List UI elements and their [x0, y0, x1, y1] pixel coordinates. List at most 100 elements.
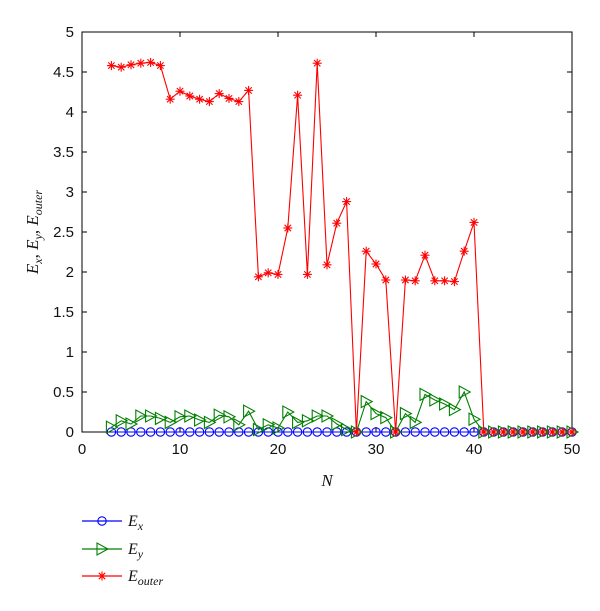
x-axis-label: N	[320, 471, 334, 490]
y-axis-label-part: E	[23, 215, 42, 227]
legend-marker-ey	[96, 542, 110, 556]
point-ey	[194, 413, 207, 427]
star-stroke	[568, 428, 576, 436]
x-tick-label: 10	[172, 441, 189, 458]
star-stroke	[137, 59, 145, 67]
legend-label-ex: Ex	[127, 513, 144, 533]
point-ey	[154, 411, 168, 426]
y-tick-label: 3	[66, 184, 74, 201]
point-eouter	[234, 97, 244, 107]
point-ey	[164, 415, 178, 430]
star-stroke	[343, 198, 351, 206]
star-stroke	[254, 273, 262, 281]
y-axis-label-part: ,	[23, 250, 42, 259]
y-axis-label-subscript: x	[31, 258, 45, 265]
point-eouter	[204, 97, 214, 107]
point-ey	[360, 394, 374, 409]
point-eouter	[224, 93, 234, 103]
point-eouter	[302, 269, 312, 279]
point-ey	[125, 417, 139, 431]
point-eouter	[283, 223, 293, 233]
point-ex	[136, 427, 146, 437]
series-line-eouter	[111, 61, 572, 433]
point-eouter	[312, 58, 322, 68]
point-ex	[322, 427, 332, 437]
point-eouter	[381, 275, 391, 285]
y-tick-label: 0	[66, 424, 74, 441]
point-eouter	[400, 275, 410, 285]
point-ex	[371, 427, 381, 437]
star-stroke	[107, 62, 115, 70]
point-ex	[116, 427, 126, 437]
star-stroke	[529, 428, 537, 436]
point-ey	[223, 409, 237, 424]
x-tick-label: 30	[368, 441, 385, 458]
point-eouter	[528, 427, 538, 437]
point-eouter	[214, 89, 224, 99]
star-stroke	[470, 218, 478, 226]
star-stroke	[480, 428, 488, 436]
star-stroke	[382, 276, 390, 284]
star-stroke	[294, 91, 302, 99]
point-eouter	[146, 57, 156, 67]
y-axis-label-part: E	[23, 239, 42, 251]
point-eouter	[547, 427, 557, 437]
legend-marker-ex	[97, 516, 107, 526]
star-stroke	[421, 251, 429, 259]
star-stroke	[411, 277, 419, 285]
legend-label-subscript: outer	[138, 574, 164, 588]
y-tick-label: 2	[66, 264, 74, 281]
point-eouter	[459, 246, 469, 256]
legend-entry-ey: Ey	[82, 541, 144, 561]
point-eouter	[126, 60, 136, 70]
point-ex	[243, 427, 254, 437]
y-tick-label: 4.5	[53, 64, 74, 81]
point-ey	[262, 417, 276, 432]
star-stroke	[303, 270, 311, 278]
point-ex	[194, 427, 205, 437]
star-stroke	[225, 94, 233, 102]
point-eouter	[498, 427, 508, 437]
y-axis-label-part: E	[23, 263, 42, 275]
point-eouter	[155, 61, 165, 71]
star-stroke	[392, 428, 400, 436]
star-stroke	[284, 224, 292, 232]
point-ey	[380, 410, 393, 425]
point-ey	[409, 415, 423, 430]
point-eouter	[567, 427, 577, 437]
point-ex	[224, 427, 234, 437]
point-eouter	[391, 427, 401, 437]
star-stroke	[274, 270, 282, 278]
point-ex	[185, 427, 195, 437]
point-eouter	[351, 427, 361, 437]
point-eouter	[136, 58, 146, 68]
point-ex	[341, 427, 352, 437]
star-stroke	[166, 95, 174, 103]
point-eouter	[106, 61, 116, 71]
star-stroke	[215, 90, 223, 98]
point-ey	[243, 404, 256, 419]
point-eouter	[371, 259, 381, 269]
star-stroke	[245, 86, 253, 94]
point-ex	[459, 427, 469, 437]
point-ex	[253, 427, 264, 437]
point-ex	[283, 427, 293, 437]
star-stroke	[401, 276, 409, 284]
point-eouter	[479, 427, 489, 437]
point-ey	[135, 409, 148, 423]
star-stroke	[333, 219, 341, 227]
point-ey	[105, 420, 119, 435]
point-ey	[311, 409, 325, 423]
star-stroke	[509, 428, 517, 436]
point-ey	[115, 413, 129, 428]
point-eouter	[430, 276, 440, 286]
star-stroke	[235, 98, 243, 106]
point-eouter	[322, 260, 332, 270]
point-ey	[321, 409, 335, 423]
legend-label-eouter: Eouter	[127, 568, 163, 588]
star-stroke	[176, 87, 184, 95]
star-stroke	[460, 247, 468, 255]
point-ey	[252, 422, 266, 437]
y-tick-label: 1.5	[53, 304, 74, 321]
point-eouter	[410, 276, 420, 286]
